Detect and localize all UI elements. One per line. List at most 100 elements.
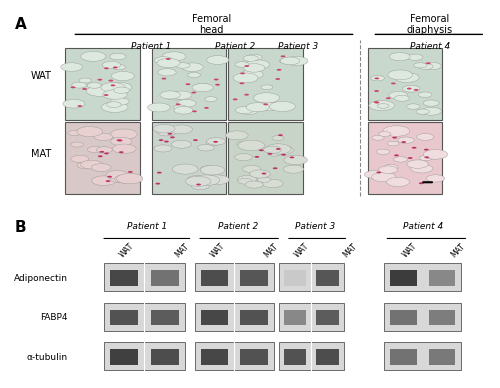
Bar	[150, 270, 179, 286]
Circle shape	[262, 179, 283, 188]
Bar	[316, 349, 338, 365]
Text: WAT: WAT	[209, 242, 227, 260]
Circle shape	[110, 53, 126, 60]
Circle shape	[108, 80, 113, 81]
Circle shape	[406, 104, 420, 109]
Circle shape	[233, 73, 258, 83]
Circle shape	[272, 167, 278, 169]
Bar	[390, 310, 417, 325]
Circle shape	[276, 69, 281, 71]
Circle shape	[106, 170, 128, 179]
Circle shape	[158, 129, 176, 136]
Circle shape	[200, 166, 218, 173]
Circle shape	[206, 138, 226, 145]
Text: Patient 4: Patient 4	[402, 222, 443, 231]
Circle shape	[243, 64, 265, 72]
Circle shape	[157, 59, 180, 68]
Circle shape	[174, 106, 193, 114]
Circle shape	[408, 157, 412, 159]
Bar	[316, 270, 338, 286]
Circle shape	[272, 136, 284, 140]
Circle shape	[423, 149, 448, 159]
Circle shape	[402, 141, 406, 143]
Circle shape	[206, 139, 222, 146]
Text: α-tubulin: α-tubulin	[26, 353, 68, 362]
Text: Femoral
diaphysis: Femoral diaphysis	[407, 14, 453, 35]
Circle shape	[226, 131, 248, 140]
Circle shape	[71, 155, 89, 163]
Circle shape	[72, 82, 86, 88]
Circle shape	[256, 94, 272, 100]
Circle shape	[270, 101, 295, 111]
Bar	[200, 349, 228, 365]
Circle shape	[182, 63, 203, 71]
Circle shape	[192, 83, 213, 92]
Text: MAT: MAT	[262, 242, 280, 259]
Circle shape	[388, 141, 399, 146]
Circle shape	[172, 164, 198, 174]
Circle shape	[372, 172, 396, 182]
Circle shape	[407, 160, 428, 168]
Circle shape	[194, 83, 210, 90]
Circle shape	[374, 90, 379, 92]
Circle shape	[280, 57, 300, 65]
Bar	[284, 349, 306, 365]
Circle shape	[426, 175, 444, 182]
Circle shape	[374, 101, 378, 103]
Circle shape	[250, 170, 270, 178]
Bar	[368, 121, 442, 194]
Circle shape	[243, 55, 258, 61]
Circle shape	[386, 177, 409, 187]
Circle shape	[63, 99, 85, 108]
Circle shape	[68, 130, 81, 135]
Circle shape	[187, 175, 208, 184]
Circle shape	[398, 137, 414, 144]
Circle shape	[246, 54, 262, 61]
Bar	[279, 342, 344, 371]
Circle shape	[238, 175, 256, 183]
Circle shape	[376, 171, 381, 173]
Circle shape	[390, 52, 410, 61]
Bar	[104, 263, 185, 291]
Circle shape	[86, 86, 112, 96]
Circle shape	[174, 105, 187, 110]
Circle shape	[204, 97, 217, 102]
Circle shape	[418, 64, 433, 69]
Circle shape	[112, 64, 126, 70]
Text: Patient 1: Patient 1	[132, 42, 172, 51]
Circle shape	[170, 91, 192, 99]
Bar	[195, 303, 274, 331]
Circle shape	[240, 82, 244, 84]
Circle shape	[411, 164, 433, 173]
Circle shape	[177, 100, 196, 107]
Circle shape	[240, 70, 263, 79]
Circle shape	[70, 87, 76, 88]
Circle shape	[157, 172, 162, 173]
Circle shape	[416, 109, 429, 114]
Circle shape	[254, 156, 260, 158]
Circle shape	[191, 182, 210, 190]
Circle shape	[101, 83, 125, 92]
Circle shape	[205, 175, 230, 185]
Bar	[428, 310, 456, 325]
Circle shape	[246, 103, 269, 112]
Bar	[152, 48, 226, 120]
Bar	[110, 270, 138, 286]
Circle shape	[80, 160, 102, 169]
Circle shape	[204, 107, 209, 109]
Circle shape	[246, 60, 270, 69]
Circle shape	[170, 137, 175, 138]
Bar	[316, 310, 338, 325]
Circle shape	[423, 100, 439, 106]
Text: A: A	[15, 17, 26, 32]
Circle shape	[77, 162, 94, 169]
Text: Patient 2: Patient 2	[214, 42, 255, 51]
Bar	[104, 303, 185, 331]
Circle shape	[193, 175, 220, 185]
Circle shape	[79, 78, 92, 83]
Circle shape	[110, 175, 130, 183]
Circle shape	[176, 63, 190, 68]
Circle shape	[407, 88, 412, 90]
Circle shape	[113, 66, 117, 68]
Circle shape	[237, 141, 251, 147]
